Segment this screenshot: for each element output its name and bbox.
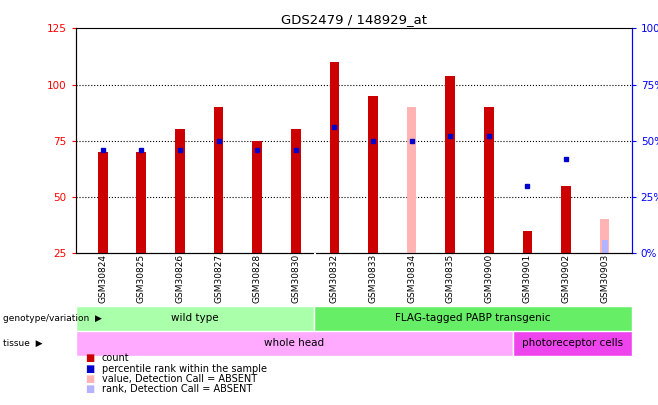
Title: GDS2479 / 148929_at: GDS2479 / 148929_at (281, 13, 426, 26)
Bar (175, 130, 185, 253)
Text: GSM30824: GSM30824 (98, 254, 107, 303)
Bar (522, 231, 532, 253)
Bar (600, 220, 609, 253)
Text: ■: ■ (86, 374, 95, 384)
Text: value, Detection Call = ABSENT: value, Detection Call = ABSENT (102, 374, 257, 384)
Text: count: count (102, 354, 130, 363)
Bar (330, 62, 339, 253)
Text: GSM30832: GSM30832 (330, 254, 339, 303)
Text: GSM30825: GSM30825 (137, 254, 146, 303)
Text: GSM30834: GSM30834 (407, 254, 416, 303)
Bar (407, 107, 417, 253)
Text: photoreceptor cells: photoreceptor cells (522, 339, 622, 348)
Text: GSM30901: GSM30901 (523, 254, 532, 303)
Bar (368, 96, 378, 253)
Bar (602, 240, 607, 253)
Bar (484, 107, 494, 253)
FancyBboxPatch shape (513, 331, 632, 356)
Bar (561, 185, 571, 253)
Text: GSM30830: GSM30830 (291, 254, 300, 303)
Text: GSM30828: GSM30828 (253, 254, 262, 303)
Text: wild type: wild type (171, 313, 218, 323)
Text: rank, Detection Call = ABSENT: rank, Detection Call = ABSENT (102, 384, 252, 394)
Bar (214, 107, 223, 253)
Bar (136, 152, 146, 253)
Text: GSM30827: GSM30827 (214, 254, 223, 303)
Bar (291, 130, 301, 253)
Text: ■: ■ (86, 364, 95, 373)
Text: whole head: whole head (264, 339, 324, 348)
Text: FLAG-tagged PABP transgenic: FLAG-tagged PABP transgenic (395, 313, 551, 323)
Text: GSM30826: GSM30826 (176, 254, 184, 303)
Text: tissue  ▶: tissue ▶ (3, 339, 43, 348)
Text: GSM30835: GSM30835 (445, 254, 455, 303)
Text: GSM30902: GSM30902 (561, 254, 570, 303)
Text: ■: ■ (86, 384, 95, 394)
FancyBboxPatch shape (314, 306, 632, 331)
Text: GSM30903: GSM30903 (600, 254, 609, 303)
Bar (98, 152, 107, 253)
Text: GSM30833: GSM30833 (368, 254, 378, 303)
Bar (252, 141, 262, 253)
Text: genotype/variation  ▶: genotype/variation ▶ (3, 314, 102, 323)
FancyBboxPatch shape (76, 306, 314, 331)
Bar (445, 76, 455, 253)
Text: percentile rank within the sample: percentile rank within the sample (102, 364, 267, 373)
Text: ■: ■ (86, 354, 95, 363)
FancyBboxPatch shape (76, 331, 513, 356)
Text: GSM30900: GSM30900 (484, 254, 494, 303)
